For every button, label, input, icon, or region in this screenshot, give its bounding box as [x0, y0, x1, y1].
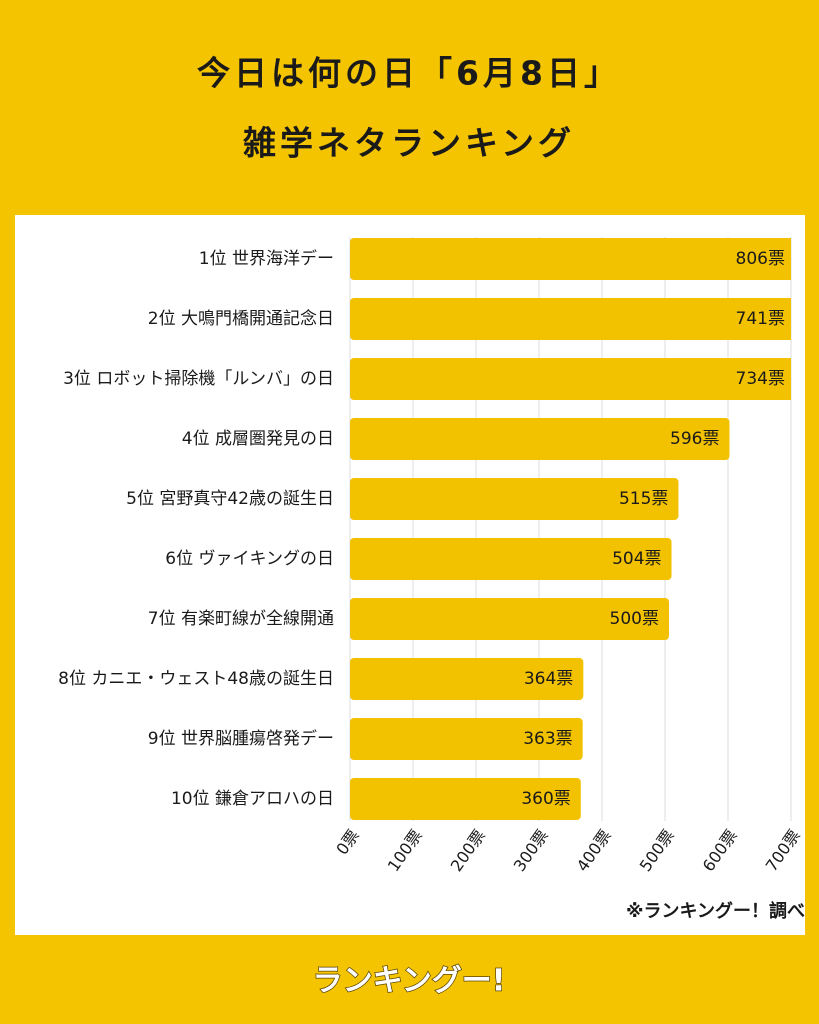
bar — [350, 238, 791, 280]
category-label: 1位 世界海洋デー — [199, 248, 334, 269]
bar — [350, 418, 730, 460]
category-label: 4位 成層圏発見の日 — [182, 429, 334, 449]
source: ※ランキングー！調べ — [626, 900, 805, 922]
category-label: 5位 宮野真守42歳の誕生日 — [126, 489, 334, 509]
bar — [350, 358, 791, 400]
category-label: 10位 鎌倉アロハの日 — [171, 789, 334, 809]
title-line: 雑学ネタランキング — [242, 124, 575, 163]
data-label: 360票 — [521, 789, 570, 809]
bar — [350, 538, 672, 580]
category-label: 9位 世界脳腫瘍啓発デー — [148, 728, 334, 749]
category-label: 7位 有楽町線が全線開通 — [148, 609, 334, 629]
data-label: 504票 — [612, 549, 661, 569]
data-label: 806票 — [736, 249, 785, 269]
data-label: 500票 — [610, 609, 659, 629]
data-label: 364票 — [524, 669, 573, 689]
category-label: 2位 大鳴門橋開通記念日 — [148, 308, 334, 329]
bar — [350, 718, 583, 760]
bar — [350, 598, 669, 640]
title-line: 今日は何の日「6月8日」 — [197, 54, 621, 93]
bar — [350, 658, 584, 700]
category-label: 6位 ヴァイキングの日 — [165, 549, 334, 569]
data-label: 515票 — [619, 489, 668, 509]
bar — [350, 778, 581, 820]
category-label: 3位 ロボット掃除機「ルンバ」の日 — [63, 369, 334, 389]
data-label: 741票 — [736, 309, 785, 329]
bar — [350, 478, 679, 520]
data-label: 363票 — [523, 729, 572, 749]
data-label: 734票 — [736, 369, 785, 389]
category-label: 8位 カニエ・ウェスト48歳の誕生日 — [58, 669, 334, 689]
bar — [350, 298, 791, 340]
data-label: 596票 — [670, 429, 719, 449]
logo: ランキングー! — [313, 964, 506, 999]
